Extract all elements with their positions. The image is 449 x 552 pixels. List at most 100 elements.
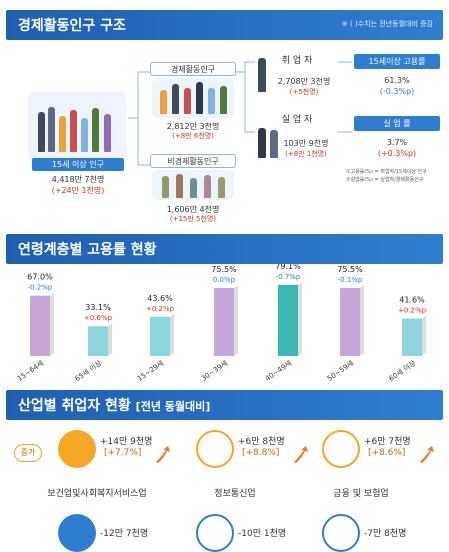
bar-3 <box>214 288 234 356</box>
age15-value: 4,418만 7천명 <box>51 175 105 184</box>
footnote-employment-rate: ①고용률(%) = 취업자/15세이상 인구 <box>346 169 427 175</box>
active-change: (+8만 6천명) <box>172 132 214 140</box>
person-icon <box>70 110 77 152</box>
person-icon <box>104 114 111 152</box>
increase-tag: 증가 <box>14 444 42 462</box>
section1-title: 경제활동인구 구조 <box>18 18 126 34</box>
bar-change-label-2: +0.2%p <box>146 305 175 313</box>
bar-change-label-0: -0.2%p <box>28 284 53 292</box>
bar-change-label-3: 0.0%p <box>213 276 236 284</box>
bar-side-4 <box>298 281 302 356</box>
inactive-change: (+15만 5천명) <box>169 215 217 223</box>
person-icon <box>162 176 169 198</box>
person-icon <box>59 116 66 152</box>
industry-decrease-icon <box>322 514 360 552</box>
industry-decrease-value: -10만 1천명 <box>238 529 287 539</box>
up-arrow-icon <box>156 446 170 463</box>
section1-banner: 경제활동인구 구조 ※ ( )수치는 전년동월대비 증감 <box>6 10 443 40</box>
employment-rate-change: (-0.3%p) <box>379 87 415 96</box>
information-communication-icon <box>196 430 234 468</box>
industry-name: 정보통신업 <box>214 489 256 499</box>
category-label-6: 60세 이상 <box>387 358 418 383</box>
category-label-3: 30~39세 <box>199 358 229 383</box>
bar-change-label-6: +0.2%p <box>398 307 427 315</box>
category-label-1: 65세 이상 <box>73 358 104 383</box>
industry-name: 금융 및 보험업 <box>333 489 389 499</box>
industry-name: 보건업및사회복지서비스업 <box>47 489 147 499</box>
section3-subtitle: [전년 동월대비] <box>135 400 211 413</box>
category-label-5: 50~59세 <box>325 358 355 383</box>
bar-value-label-2: 43.6% <box>147 294 173 303</box>
employed-change: (+5천명) <box>289 88 319 96</box>
category-label-2: 15~29세 <box>135 358 165 383</box>
unemployment-rate-change: (+0.3%p) <box>377 149 417 158</box>
industry-decrease-value: -12만 7천명 <box>100 529 149 539</box>
person-icon <box>81 118 88 152</box>
person-icon <box>172 84 179 114</box>
inactive-illustration <box>152 170 234 200</box>
industry-pct: [+8.8%] <box>242 448 280 458</box>
unemployed-change: (+8만 1천명) <box>285 150 327 158</box>
jobseeker-icon <box>270 130 278 158</box>
inactive-label: 비경제활동인구 <box>150 154 236 168</box>
employed-label: 취 업 자 <box>281 56 313 66</box>
unemployment-rate-label: 실 업 률 <box>354 116 440 131</box>
category-label-0: 15~64세 <box>15 358 45 383</box>
bar-1 <box>88 326 108 356</box>
section3-banner: 산업별 취업자 현황 [전년 동월대비] <box>6 390 443 420</box>
bar-0 <box>30 295 50 356</box>
person-icon <box>184 88 191 114</box>
person-icon <box>160 90 167 114</box>
person-icon <box>208 88 215 114</box>
bar-5 <box>340 288 360 356</box>
bar-value-label-5: 75.5% <box>337 265 363 274</box>
age-employment-chart: 67.0% -0.2%p 15~64세 33.1% +0.6%p 65세 이상 43.6% +… <box>15 264 427 383</box>
inactive-value: 1,606만 4천명 <box>166 205 220 214</box>
age15-label: 15세 이상 인구 <box>32 158 124 171</box>
bar-side-2 <box>170 313 174 356</box>
bar-side-1 <box>108 323 112 356</box>
person-icon <box>218 177 225 198</box>
structure-connectors <box>128 61 352 166</box>
active-illustration <box>152 78 234 118</box>
section2-banner: 연령계층별 고용률 현황 <box>6 234 443 264</box>
bar-value-label-0: 67.0% <box>27 273 53 282</box>
industry-pct: [+7.7%] <box>104 448 142 458</box>
section3-title: 산업별 취업자 현황 [전년 동월대비] <box>18 395 210 415</box>
industry-decrease-value: -7만 8천명 <box>364 529 407 539</box>
bar-side-6 <box>422 315 426 356</box>
bar-change-label-4: -0.7%p <box>276 273 301 281</box>
industry-value: +6만 7천명 <box>364 437 411 447</box>
section3-title-text: 산업별 취업자 현황 <box>18 398 131 414</box>
person-icon <box>190 178 197 198</box>
person-icon <box>220 86 227 114</box>
person-icon <box>176 174 183 198</box>
industry-decrease-icon <box>196 514 234 552</box>
bar-side-5 <box>360 285 364 356</box>
unemployment-rate-value: 3.7% <box>386 138 408 147</box>
population-illustration <box>28 92 126 162</box>
bar-value-label-4: 79.1% <box>275 264 301 271</box>
up-arrow-icon <box>420 446 434 463</box>
unemployed-value: 103만 9천명 <box>283 139 329 148</box>
person-icon <box>204 175 211 198</box>
bar-value-label-6: 41.6% <box>399 296 425 305</box>
bar-change-label-5: -0.1%p <box>338 276 363 284</box>
industry-value: +6만 8천명 <box>238 437 285 447</box>
category-label-4: 40~49세 <box>263 358 293 383</box>
bar-6 <box>402 318 422 356</box>
employee-icon <box>258 58 266 92</box>
section2-title: 연령계층별 고용률 현황 <box>18 242 157 258</box>
person-icon <box>196 82 203 114</box>
industry-value: +14만 9천명 <box>100 437 153 447</box>
footnote-unemployment-rate: ②실업률(%) = 실업자/경제활동인구 <box>346 177 424 183</box>
bar-side-3 <box>234 285 238 356</box>
person-icon <box>48 107 55 152</box>
section1-note: ※ ( )수치는 전년동월대비 증감 <box>341 20 433 28</box>
up-arrow-icon <box>294 446 308 463</box>
healthcare-icon <box>58 430 96 468</box>
bar-value-label-3: 75.5% <box>211 265 237 274</box>
bar-2 <box>150 316 170 356</box>
bar-change-label-1: +0.6%p <box>84 314 113 322</box>
person-icon <box>38 112 45 152</box>
